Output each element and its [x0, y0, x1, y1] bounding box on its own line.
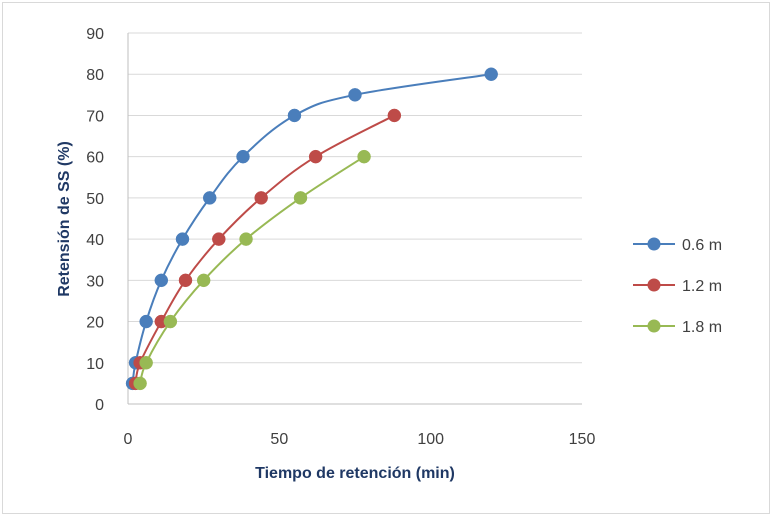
legend-item-1.2-m: 1.2 m — [633, 278, 722, 295]
legend-swatch-marker — [647, 319, 661, 333]
data-point — [293, 191, 308, 205]
x-tick-label-0: 0 — [124, 431, 133, 448]
x-tick-label-100: 100 — [417, 431, 444, 448]
data-point — [175, 232, 190, 246]
legend-swatch-marker — [647, 278, 661, 292]
series-line — [134, 114, 395, 384]
y-tick-label-0: 0 — [95, 397, 104, 414]
data-point — [348, 88, 362, 102]
y-tick-label-60: 60 — [86, 150, 104, 167]
y-tick-label-30: 30 — [86, 273, 104, 290]
series-0.6-m — [125, 67, 498, 391]
series-layer — [125, 67, 498, 391]
x-tick-label-150: 150 — [569, 431, 596, 448]
y-tick-label-10: 10 — [86, 356, 104, 373]
data-point — [133, 376, 147, 391]
y-tick-label-90: 90 — [86, 26, 104, 43]
data-point — [236, 149, 250, 164]
legend-item-0.6-m: 0.6 m — [633, 237, 722, 254]
data-point — [287, 108, 302, 123]
data-point — [254, 191, 268, 205]
x-tick-labels: 0 50 100 150 — [124, 431, 596, 448]
data-point — [196, 273, 211, 288]
legend: 0.6 m 1.2 m 1.8 m — [633, 237, 722, 336]
data-point — [178, 273, 193, 288]
data-point — [202, 191, 217, 205]
legend-item-1.8-m: 1.8 m — [633, 319, 722, 336]
data-point — [357, 149, 371, 164]
data-point — [139, 356, 153, 370]
y-tick-label-70: 70 — [86, 108, 104, 125]
x-tick-label-50: 50 — [270, 431, 288, 448]
x-axis-title: Tiempo de retención (min) — [255, 465, 455, 482]
y-tick-labels: 0 10 20 30 40 50 60 70 80 90 — [86, 26, 104, 414]
legend-label: 1.2 m — [682, 278, 722, 295]
data-point — [239, 232, 253, 246]
legend-label: 1.8 m — [682, 319, 722, 336]
series-line — [139, 155, 365, 384]
data-point — [212, 232, 226, 246]
axes — [127, 33, 582, 405]
y-axis-title: Retensión de SS (%) — [56, 141, 73, 297]
data-point — [163, 314, 178, 329]
data-point — [387, 108, 402, 123]
legend-label: 0.6 m — [682, 237, 722, 254]
gridlines — [128, 32, 582, 364]
y-tick-label-80: 80 — [86, 67, 104, 84]
y-tick-label-40: 40 — [86, 232, 104, 249]
data-point — [308, 149, 323, 164]
series-line — [131, 73, 492, 384]
y-tick-label-50: 50 — [86, 191, 104, 208]
data-point — [139, 314, 153, 329]
y-tick-label-20: 20 — [86, 315, 104, 332]
series-1.2-m — [128, 108, 402, 391]
data-point — [484, 67, 498, 81]
legend-swatch-marker — [647, 237, 661, 251]
series-1.8-m — [133, 149, 371, 391]
data-point — [154, 273, 169, 288]
